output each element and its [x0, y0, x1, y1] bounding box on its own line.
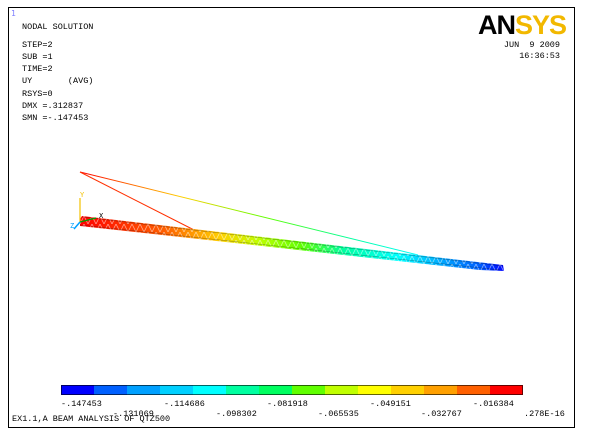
- logo-part-an: AN: [478, 10, 516, 40]
- legend-label-bottom: -.032767: [421, 409, 462, 419]
- legend-swatch: [358, 385, 392, 395]
- axis-y-label: Y: [80, 191, 85, 199]
- legend-label-bottom: -.065535: [318, 409, 359, 419]
- legend-swatch: [424, 385, 458, 395]
- info-title: NODAL SOLUTION: [22, 22, 94, 32]
- legend-swatch: [259, 385, 293, 395]
- analysis-title: EX1.1,A BEAM ANALYSIS OF QTZ500: [12, 414, 171, 424]
- date-time: JUN 9 2009 16:36:53: [504, 40, 560, 62]
- legend-swatch: [61, 385, 95, 395]
- jib-top-chord: [81, 216, 504, 267]
- graphics-window[interactable]: [8, 7, 575, 428]
- legend-swatch: [457, 385, 491, 395]
- legend-label-top: -.016384: [473, 399, 514, 409]
- legend-swatch: [193, 385, 227, 395]
- legend-swatch: [391, 385, 425, 395]
- info-sub: SUB =1: [22, 52, 53, 62]
- legend-label-top: -.114686: [164, 399, 205, 409]
- jib-beam-truss: [80, 216, 504, 271]
- legend-label-bottom: .278E-16: [524, 409, 565, 419]
- tie-cable-short: [79, 171, 201, 234]
- legend-swatch: [292, 385, 326, 395]
- legend-swatch: [325, 385, 359, 395]
- legend-label-top: -.147453: [61, 399, 102, 409]
- legend-label-top: -.081918: [267, 399, 308, 409]
- legend-outline: [61, 385, 523, 395]
- legend-swatch: [160, 385, 194, 395]
- logo-part-sys: SYS: [515, 10, 567, 40]
- jib-bottom-chord: [79, 224, 501, 271]
- coordinate-triad: Y X Z: [70, 191, 104, 230]
- axis-x-label: X: [99, 212, 104, 220]
- info-item: UY (AVG): [22, 76, 94, 86]
- info-dmx: DMX =.312837: [22, 101, 84, 111]
- time-label: 16:36:53: [519, 51, 560, 61]
- ansys-logo: ANSYS: [478, 10, 567, 40]
- legend-swatch: [94, 385, 128, 395]
- info-step: STEP=2: [22, 40, 53, 50]
- tie-cable-long: [79, 171, 419, 256]
- window-number: 1: [11, 9, 16, 18]
- legend-label-bottom: -.098302: [216, 409, 257, 419]
- date-label: JUN 9 2009: [503, 40, 560, 50]
- legend-swatch: [490, 385, 524, 395]
- legend-label-bottom: -.131069: [113, 409, 154, 419]
- legend-label-top: -.049151: [370, 399, 411, 409]
- info-time: TIME=2: [22, 64, 53, 74]
- contour-legend: -.147453 -.114686 -.081918 -.049151 -.016384…: [61, 380, 581, 423]
- info-rsys: RSYS=0: [22, 89, 53, 99]
- info-smn: SMN =-.147453: [22, 113, 89, 123]
- legend-swatch: [127, 385, 161, 395]
- axis-z-label: Z: [70, 222, 74, 230]
- legend-color-bar: [61, 385, 524, 395]
- legend-swatch: [226, 385, 260, 395]
